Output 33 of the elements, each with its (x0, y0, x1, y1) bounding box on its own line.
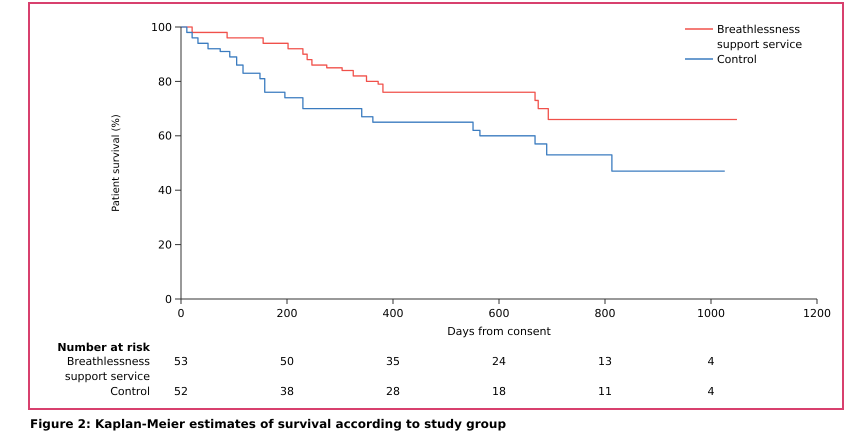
text: 50 (280, 355, 294, 368)
x-tick-label: 200 (276, 307, 298, 320)
y-tick-label: 80 (158, 75, 172, 88)
text: Control (110, 385, 150, 398)
text: Breathlessness support service (64, 355, 150, 383)
text: 53 (174, 355, 188, 368)
x-axis-title: Days from consent (447, 325, 552, 338)
text: 35 (386, 355, 400, 368)
legend-label: Breathlessness support service (717, 23, 802, 51)
x-tick-label: 1000 (697, 307, 725, 320)
y-tick-label: 0 (165, 292, 172, 306)
text: 11 (598, 385, 612, 398)
y-tick-label: 60 (158, 130, 172, 143)
text: 28 (386, 385, 400, 398)
text: 4 (708, 385, 714, 398)
text: 4 (708, 355, 714, 368)
x-tick-label: 400 (382, 307, 404, 320)
x-tick-label: 0 (178, 307, 184, 320)
text: 13 (598, 355, 612, 368)
text: 18 (492, 385, 506, 398)
text: Figure 2: Kaplan-Meier estimates of survival according to study group (30, 417, 506, 431)
y-tick-label: 100 (151, 20, 172, 34)
text: 38 (280, 385, 294, 398)
legend-label: Control (717, 53, 757, 66)
y-tick-label: 20 (158, 238, 172, 252)
text: 24 (492, 355, 506, 368)
y-tick-label: 40 (158, 184, 172, 198)
text: 52 (174, 385, 188, 398)
x-tick-label: 1200 (803, 307, 831, 320)
x-tick-label: 600 (488, 307, 510, 320)
x-tick-label: 800 (594, 307, 616, 320)
text: Number at risk (57, 341, 151, 354)
y-axis-title: Patient survival (%) (111, 114, 122, 212)
